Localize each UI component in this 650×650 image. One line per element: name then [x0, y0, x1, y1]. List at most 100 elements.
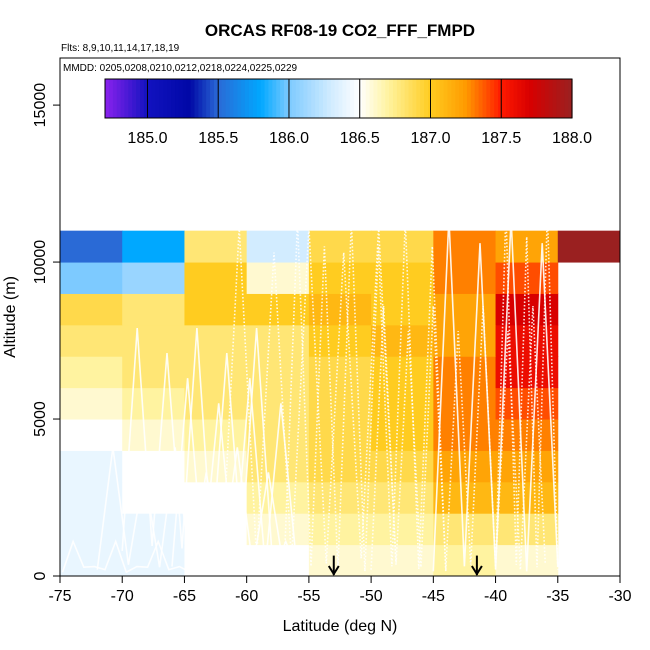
colorbar-segment: [494, 79, 499, 118]
colorbar-segment: [525, 79, 530, 118]
colorbar-segment: [272, 79, 277, 118]
heatmap-cell: [495, 450, 559, 483]
flights-note: Flts: 8,9,10,11,14,17,18,19: [61, 43, 180, 54]
colorbar-segment: [560, 79, 565, 118]
colorbar-segment: [311, 79, 316, 118]
heatmap-cell: [184, 324, 248, 357]
colorbar-segment: [455, 79, 460, 118]
colorbar-segment: [291, 79, 297, 118]
colorbar-segment: [330, 79, 336, 118]
heatmap-cell: [246, 387, 310, 420]
chart-title: ORCAS RF08-19 CO2_FFF_FMPD: [205, 21, 475, 40]
heatmap-cell: [371, 544, 434, 577]
heatmap-cell: [371, 387, 434, 420]
colorbar-segment: [533, 79, 538, 118]
colorbar-segment: [128, 79, 133, 118]
heatmap-cell: [60, 419, 123, 451]
colorbar-segment: [451, 79, 456, 118]
colorbar-segment: [116, 79, 122, 118]
colorbar-tick-label: 187.0: [410, 130, 450, 147]
arrow-annotations: [327, 555, 483, 576]
heatmap-cell: [433, 262, 497, 294]
heatmap-cell: [433, 419, 497, 451]
x-tick-label: -60: [235, 588, 258, 605]
flight-track: [221, 227, 397, 564]
colorbar-segment: [194, 79, 199, 118]
heatmap-cell: [371, 356, 434, 389]
x-tick-label: -70: [111, 588, 134, 605]
colorbar-segment: [147, 79, 153, 118]
colorbar-segment: [120, 79, 126, 118]
colorbar-segment: [385, 79, 390, 118]
colorbar-segment: [381, 79, 386, 118]
colorbar-segment: [186, 79, 192, 118]
colorbar-segment: [198, 79, 203, 118]
colorbar-segment: [299, 79, 305, 118]
x-tick-label: -55: [297, 588, 320, 605]
heatmap-cell: [122, 481, 185, 514]
heatmap-cell: [308, 481, 372, 514]
colorbar-tick-label: 188.0: [552, 130, 592, 147]
colorbar-segment: [369, 79, 375, 118]
colorbar-segment: [221, 79, 227, 118]
heatmap-cell: [495, 481, 559, 514]
heatmap-cell: [60, 262, 123, 294]
x-tick-label: -50: [360, 588, 383, 605]
colorbar-segment: [237, 79, 242, 118]
colorbar-segment: [163, 79, 168, 118]
y-axis-label: Altitude (m): [2, 276, 19, 358]
colorbar-segment: [373, 79, 379, 118]
colorbar-segment: [470, 79, 476, 118]
heatmap-cell: [246, 481, 310, 514]
heatmap-cell: [308, 324, 372, 357]
colorbar-segment: [295, 79, 301, 118]
x-tick-label: -65: [173, 588, 196, 605]
colorbar-segment: [284, 79, 289, 118]
colorbar-segment: [346, 79, 351, 118]
dates-note: MMDD: 0205,0208,0210,0212,0218,0224,0225…: [63, 63, 298, 74]
heatmap-cell: [371, 419, 434, 451]
colorbar-segment: [486, 79, 491, 118]
colorbar-segment: [256, 79, 262, 118]
colorbar-segment: [245, 79, 250, 118]
colorbar-segment: [338, 79, 343, 118]
heatmap-cell: [371, 513, 434, 546]
heatmap-cell: [60, 324, 123, 357]
heatmap-cell: [60, 356, 123, 389]
arrow-head: [471, 565, 483, 576]
x-tick-label: -40: [484, 588, 507, 605]
colorbar-segment: [206, 79, 211, 118]
colorbar-segment: [412, 79, 417, 118]
heatmap-cell: [60, 387, 123, 420]
colorbar-tick-label: 186.0: [269, 130, 309, 147]
colorbar-segment: [404, 79, 410, 118]
colorbar-segment: [233, 79, 238, 118]
colorbar-segment: [354, 79, 359, 118]
colorbar-segment: [548, 79, 554, 118]
heatmap-cell: [495, 262, 559, 294]
heatmap-cell: [122, 356, 185, 389]
colorbar-segment: [178, 79, 184, 118]
x-axis: -75 -70 -65 -60 -55 -50 -45 -40 -35 -30: [48, 576, 632, 605]
colorbar-segment: [140, 79, 145, 118]
colorbar-segment: [167, 79, 172, 118]
colorbar-segment: [190, 79, 196, 118]
colorbar-segment: [482, 79, 487, 118]
x-tick-label: -30: [608, 588, 631, 605]
colorbar-tick-label: 187.5: [481, 130, 521, 147]
colorbar-segment: [268, 79, 273, 118]
colorbar-tick-label: 186.5: [340, 130, 380, 147]
flight-track: [62, 198, 384, 204]
colorbar-segment: [377, 79, 382, 118]
flight-track: [171, 378, 298, 567]
colorbar-segment: [105, 79, 110, 118]
colorbar-segment: [350, 79, 355, 118]
colorbar-segment: [478, 79, 484, 118]
colorbar-segment: [513, 79, 519, 118]
colorbar-segment: [474, 79, 480, 118]
heatmap-cell: [371, 293, 434, 326]
heatmap-cell: [433, 387, 497, 420]
colorbar-segment: [202, 79, 207, 118]
x-tick-label: -35: [546, 588, 569, 605]
